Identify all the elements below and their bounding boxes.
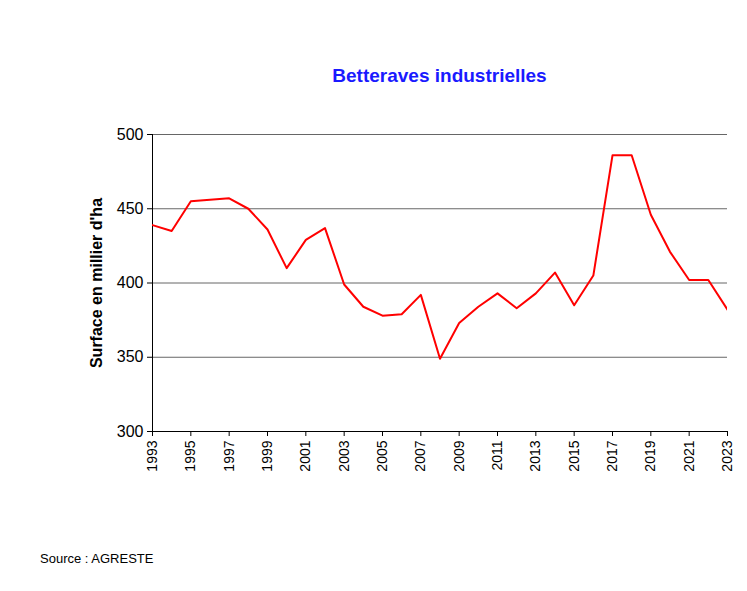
svg-text:1993: 1993	[144, 440, 160, 471]
svg-text:350: 350	[117, 348, 144, 365]
svg-text:500: 500	[117, 126, 144, 143]
svg-text:2015: 2015	[566, 440, 582, 471]
svg-text:2013: 2013	[527, 440, 543, 471]
svg-text:2001: 2001	[297, 440, 313, 471]
svg-text:1995: 1995	[182, 440, 198, 471]
svg-text:2005: 2005	[374, 440, 390, 471]
svg-text:400: 400	[117, 274, 144, 291]
svg-text:2009: 2009	[451, 440, 467, 471]
svg-text:1997: 1997	[221, 440, 237, 471]
svg-text:300: 300	[117, 423, 144, 440]
html-text:Source : AGRESTE: Source : AGRESTE	[40, 551, 154, 566]
svg-text:2007: 2007	[412, 440, 428, 471]
svg-text:2019: 2019	[642, 440, 658, 471]
html-text:Betteraves industrielles: Betteraves industrielles	[332, 65, 547, 86]
svg-text:450: 450	[117, 200, 144, 217]
svg-text:2021: 2021	[681, 440, 697, 471]
svg-text:2003: 2003	[336, 440, 352, 471]
svg-text:Surface en millier d'ha: Surface en millier d'ha	[88, 198, 105, 368]
svg-text:2023: 2023	[719, 440, 735, 471]
svg-text:2011: 2011	[489, 440, 505, 470]
svg-text:2017: 2017	[604, 440, 620, 471]
svg-text:1999: 1999	[259, 440, 275, 471]
